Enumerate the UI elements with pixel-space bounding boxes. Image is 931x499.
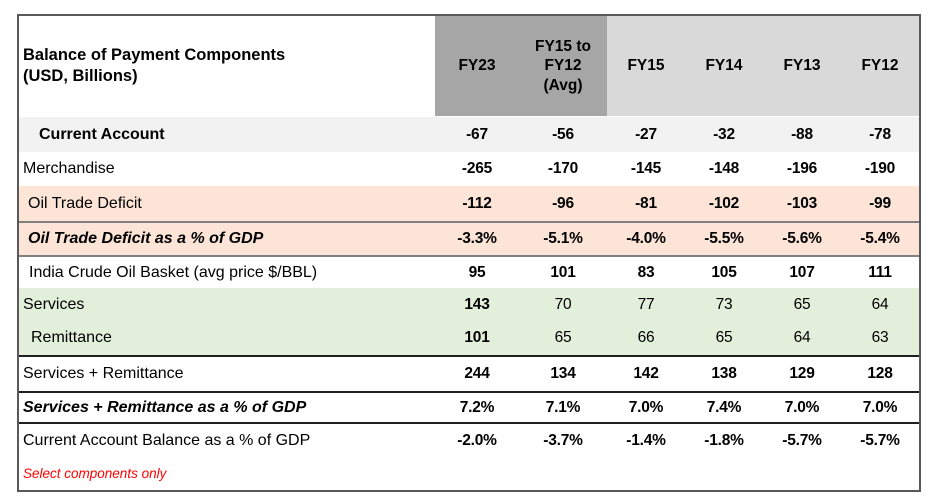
value-cell: -5.5%	[704, 230, 744, 247]
header-row: Balance of Payment Components (USD, Bill…	[19, 16, 919, 117]
value-cell: -2.0%	[457, 431, 497, 449]
value-cell: -96	[552, 194, 574, 212]
value-cell: 143	[464, 295, 490, 313]
footnote: Select components only	[23, 466, 167, 481]
value-cell: -1.8%	[704, 431, 744, 449]
value-cell: 70	[554, 295, 572, 313]
value-cell: -4.0%	[626, 230, 666, 247]
value-cell: 244	[464, 365, 490, 382]
value-cell: 111	[868, 263, 892, 281]
value-cell: -32	[713, 125, 735, 143]
table-row-services-plus-remittance: Services + Remittance 244 134 142 138 12…	[19, 355, 919, 391]
bop-table: Balance of Payment Components (USD, Bill…	[17, 14, 921, 492]
value-cell: 128	[867, 365, 893, 382]
value-cell: 101	[550, 263, 576, 281]
column-header-fy15: FY15	[607, 16, 685, 116]
column-header-fy14: FY14	[685, 16, 763, 116]
value-cell: -145	[630, 160, 662, 177]
column-header-fy13: FY13	[763, 16, 841, 116]
value-cell: -3.3%	[457, 230, 497, 247]
value-cell: -265	[461, 160, 493, 177]
footnote-row: Select components only	[19, 457, 919, 490]
value-cell: -5.1%	[543, 230, 583, 247]
value-cell: -81	[635, 194, 657, 212]
value-cell: -67	[466, 125, 488, 143]
table-row-current-account: Current Account -67 -56 -27 -32 -88 -78	[19, 117, 919, 152]
value-cell: -88	[791, 125, 813, 143]
table-row-oil-trade-deficit-pct-gdp: Oil Trade Deficit as a % of GDP -3.3% -5…	[19, 221, 919, 255]
value-cell: -99	[869, 194, 891, 212]
value-cell: 105	[711, 263, 737, 281]
table-row-current-account-balance-pct-gdp: Current Account Balance as a % of GDP -2…	[19, 422, 919, 457]
column-header-fy12: FY12	[841, 16, 919, 116]
table-row-remittance: Remittance 101 65 66 65 64 63	[19, 321, 919, 355]
value-cell: 77	[637, 295, 655, 313]
value-cell: -103	[786, 194, 818, 212]
value-cell: -112	[462, 194, 492, 212]
value-cell: 138	[711, 365, 737, 382]
value-cell: 7.0%	[628, 398, 664, 416]
value-cell: -102	[708, 194, 740, 212]
value-cell: 64	[871, 295, 889, 313]
value-cell: 134	[550, 365, 576, 382]
value-cell: 95	[468, 263, 486, 281]
value-cell: 7.0%	[784, 398, 820, 416]
value-cell: 142	[633, 365, 659, 382]
table-row-services: Services 143 70 77 73 65 64	[19, 288, 919, 321]
value-cell: 83	[637, 263, 655, 281]
value-cell: -170	[547, 160, 579, 177]
value-cell: -148	[708, 160, 740, 177]
table-row-merchandise: Merchandise -265 -170 -145 -148 -196 -19…	[19, 152, 919, 186]
value-cell: -27	[635, 125, 657, 143]
value-cell: 7.4%	[706, 398, 742, 416]
value-cell: -56	[552, 125, 574, 143]
table-row-india-crude-oil-basket: India Crude Oil Basket (avg price $/BBL)…	[19, 255, 919, 288]
value-cell: 63	[871, 329, 889, 346]
column-header-fy23: FY23	[435, 16, 519, 116]
value-cell: 65	[715, 329, 733, 346]
value-cell: -196	[786, 160, 818, 177]
value-cell: -5.6%	[782, 230, 822, 247]
value-cell: -190	[864, 160, 896, 177]
value-cell: 7.0%	[862, 398, 898, 416]
row-label: India Crude Oil Basket (avg price $/BBL)	[29, 263, 318, 281]
row-label: Current Account	[39, 125, 165, 143]
row-label: Merchandise	[23, 160, 115, 177]
value-cell: -5.7%	[860, 431, 900, 449]
row-label: Services + Remittance	[23, 365, 184, 382]
table-row-services-remittance-pct-gdp: Services + Remittance as a % of GDP 7.2%…	[19, 391, 919, 422]
value-cell: 101	[464, 329, 490, 346]
row-label: Current Account Balance as a % of GDP	[23, 431, 311, 449]
value-cell: -5.7%	[782, 431, 822, 449]
value-cell: -3.7%	[543, 431, 583, 449]
value-cell: -5.4%	[860, 230, 900, 247]
row-label: Remittance	[31, 329, 112, 346]
value-cell: 66	[637, 329, 655, 346]
row-label: Oil Trade Deficit as a % of GDP	[28, 230, 264, 247]
value-cell: 7.1%	[545, 398, 581, 416]
value-cell: -78	[869, 125, 891, 143]
row-label: Oil Trade Deficit	[28, 194, 142, 212]
value-cell: 64	[793, 329, 811, 346]
value-cell: 65	[554, 329, 572, 346]
value-cell: 73	[715, 295, 733, 313]
value-cell: 129	[789, 365, 815, 382]
column-header-fy15-fy12-avg: FY15 to FY12 (Avg)	[519, 16, 607, 116]
value-cell: 107	[789, 263, 815, 281]
row-label: Services + Remittance as a % of GDP	[23, 398, 307, 416]
value-cell: -1.4%	[626, 431, 666, 449]
value-cell: 65	[793, 295, 811, 313]
row-label: Services	[23, 295, 85, 313]
table-title: Balance of Payment Components (USD, Bill…	[19, 16, 435, 116]
table-row-oil-trade-deficit: Oil Trade Deficit -112 -96 -81 -102 -103…	[19, 186, 919, 221]
value-cell: 7.2%	[459, 398, 495, 416]
